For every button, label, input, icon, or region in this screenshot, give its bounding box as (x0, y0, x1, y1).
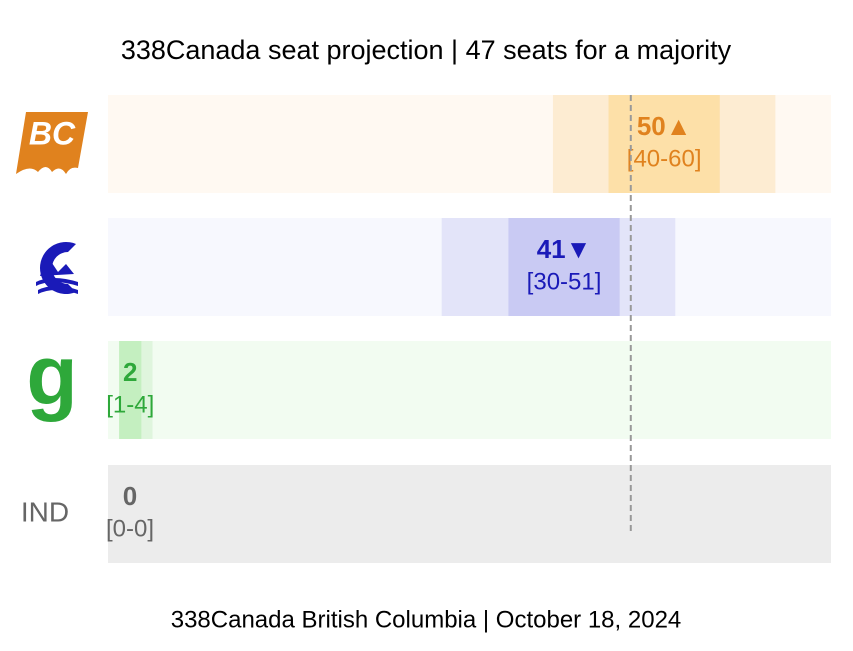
value-label: 0 (123, 481, 137, 511)
range-label: [40-60] (627, 145, 702, 172)
range-label: [0-0] (106, 515, 154, 542)
bc-logo (16, 112, 88, 174)
value-label: 2 (123, 357, 137, 387)
chart-footer: 338Canada British Columbia | October 18,… (171, 606, 682, 633)
value-label: 50▲ (637, 111, 692, 141)
range-label: [1-4] (106, 391, 154, 418)
ndp-logo (36, 242, 78, 294)
category-label: BC (29, 115, 76, 151)
row-background (108, 465, 831, 563)
row-background (108, 341, 831, 439)
inner-range-bar (119, 341, 142, 439)
range-label: [30-51] (527, 268, 602, 295)
category-label: g (26, 328, 77, 422)
inner-range-bar (508, 218, 620, 316)
inner-range-bar (608, 95, 720, 193)
chart-title: 338Canada seat projection | 47 seats for… (121, 35, 732, 65)
category-label: IND (21, 496, 69, 527)
value-label: 41▼ (537, 234, 592, 264)
